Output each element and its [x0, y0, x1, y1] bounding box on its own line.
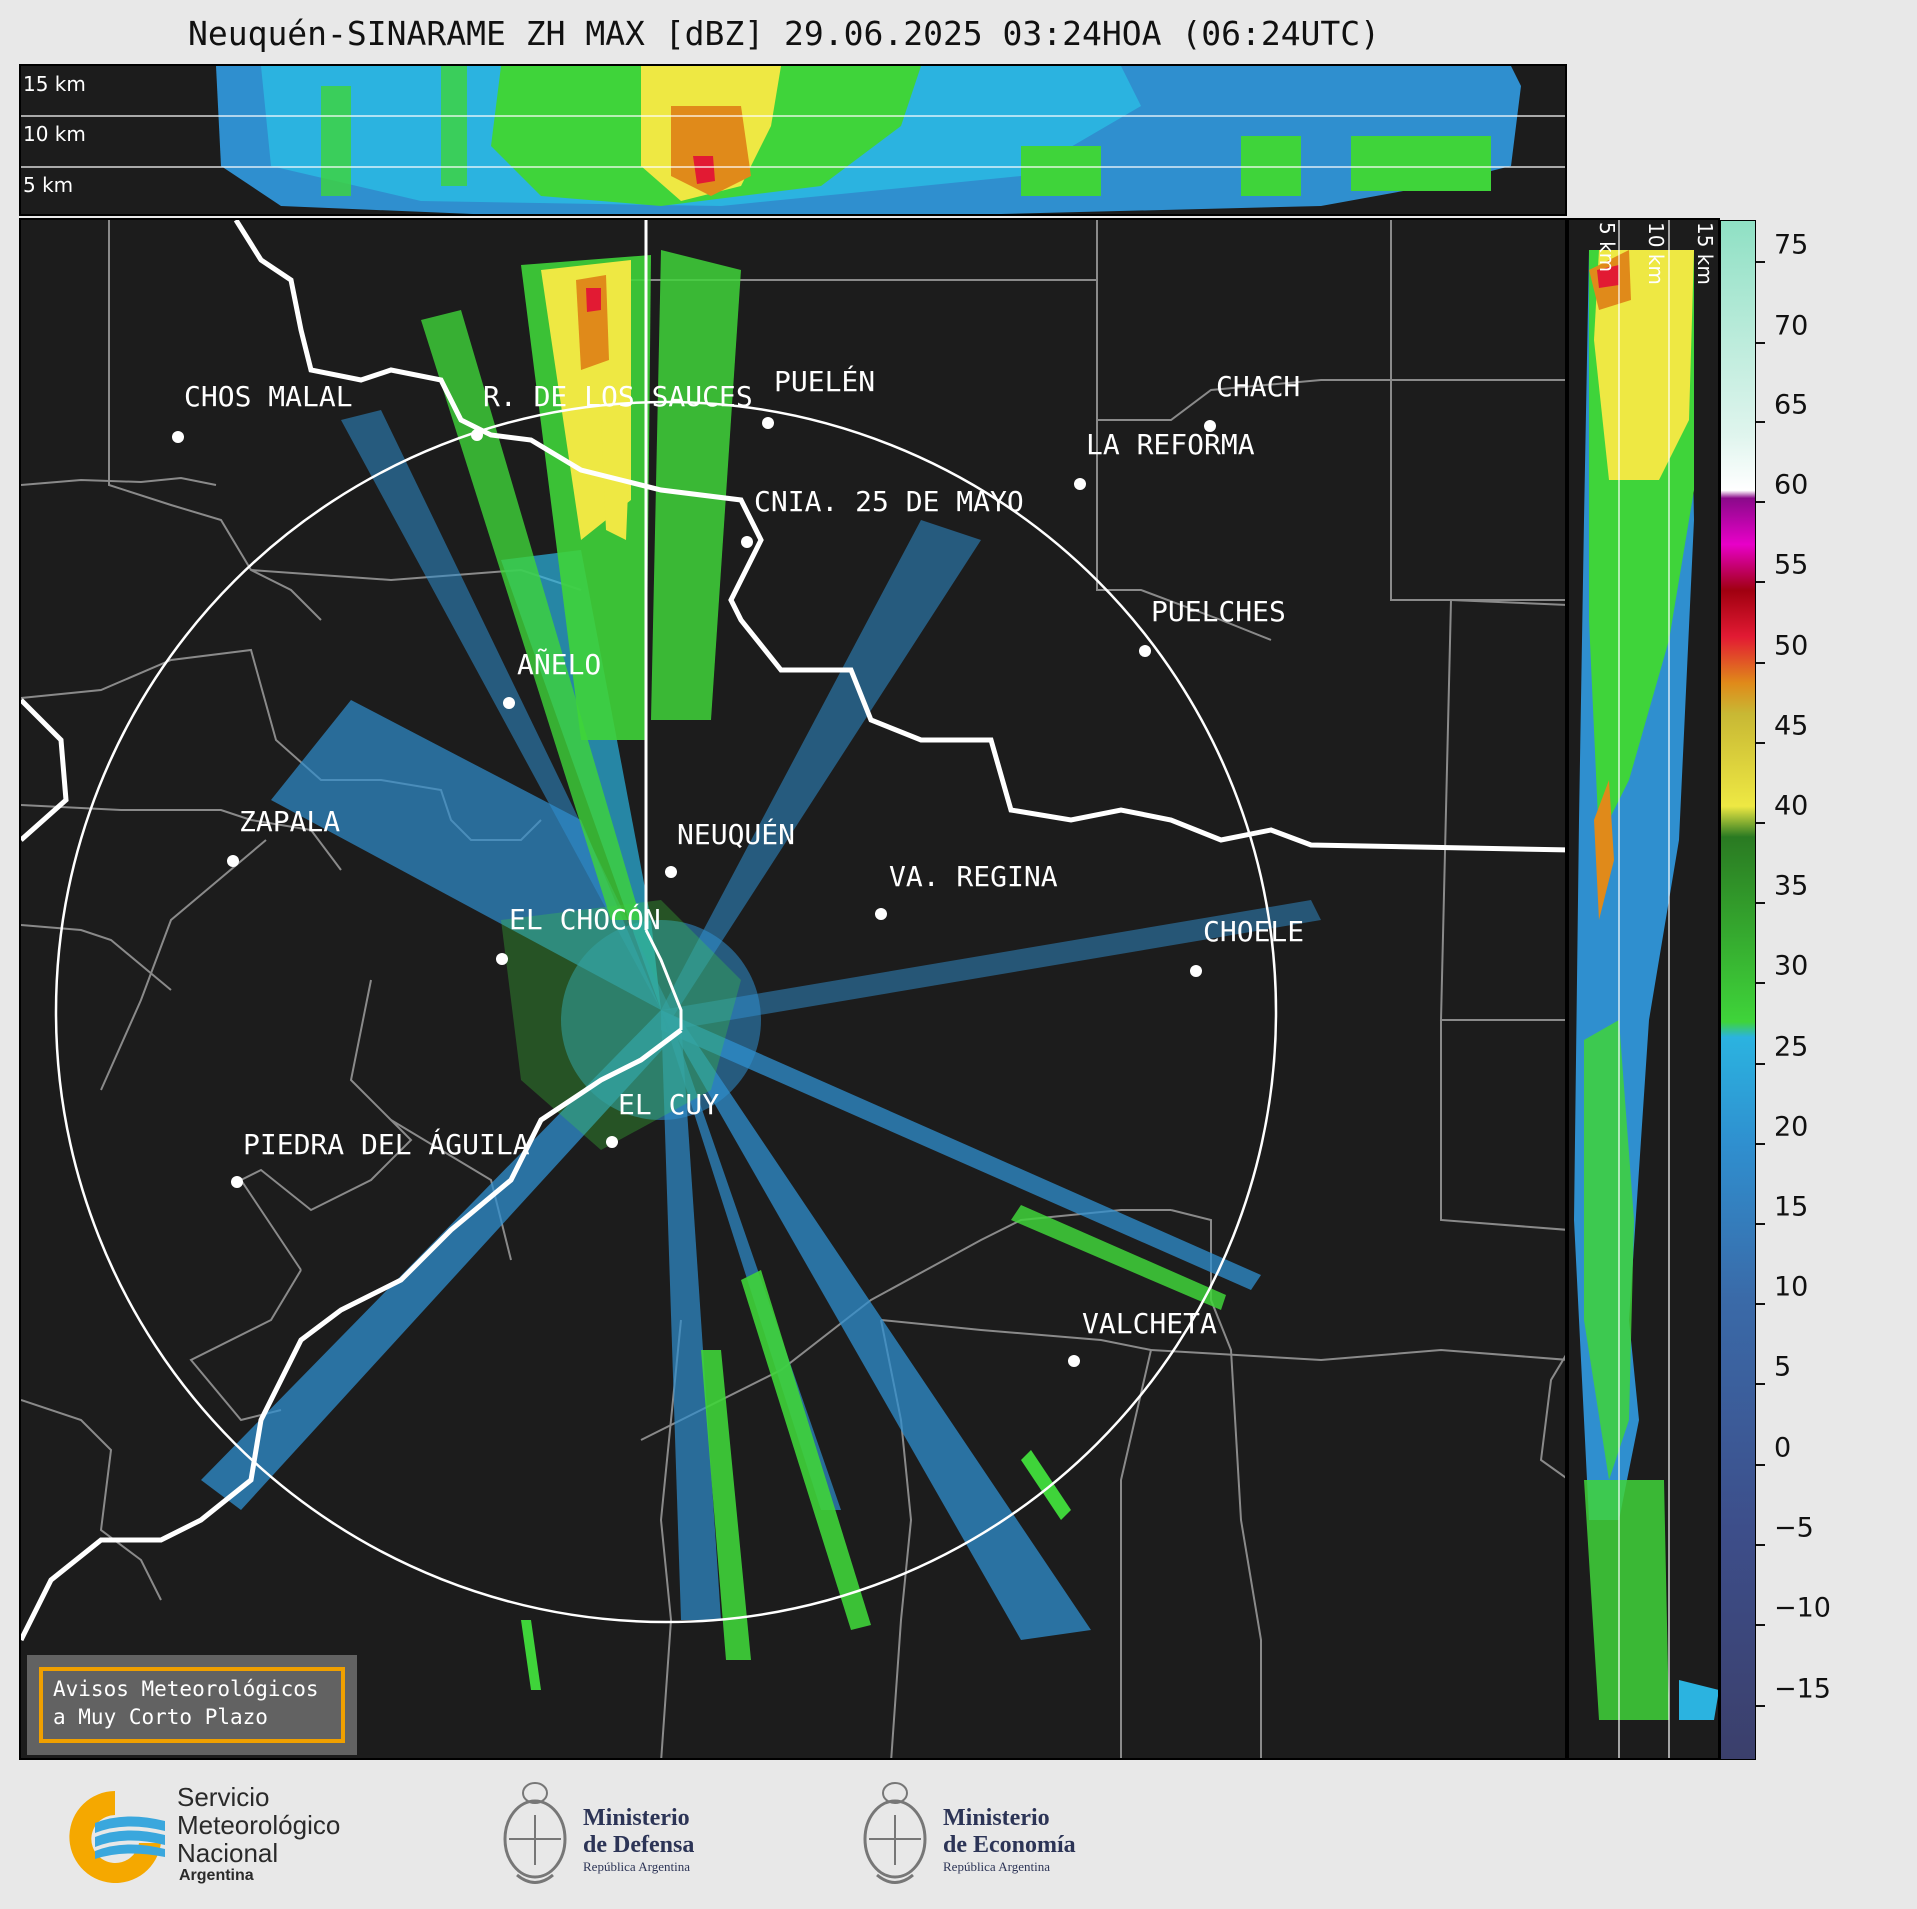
side-alt-5km: 5 km — [1595, 222, 1619, 273]
city-rincon-de-los-sauces: R. DE LOS SAUCES — [483, 380, 753, 413]
reflectivity-colorbar — [1720, 220, 1756, 1760]
economia-line-2: de Economía — [943, 1832, 1076, 1858]
colorbar-tick: −15 — [1756, 1674, 1831, 1720]
colorbar-tick: 50 — [1756, 631, 1808, 677]
colorbar-tick: 5 — [1756, 1352, 1791, 1398]
colorbar-tick: 70 — [1756, 311, 1808, 357]
top-cross-section-plot — [21, 66, 1565, 214]
warning-box: Avisos Meteorológicos a Muy Corto Plazo — [27, 1655, 357, 1755]
colorbar-tick: −10 — [1756, 1593, 1831, 1639]
city-el-chocon: EL CHOCÓN — [509, 903, 661, 936]
smn-logo: Servicio Meteorológico Nacional Argentin… — [55, 1782, 395, 1884]
side-cross-section-plot — [1569, 220, 1718, 1758]
province-borders — [21, 220, 1565, 1642]
radar-map: CHOS MALAL R. DE LOS SAUCES PUELÉN CHACH… — [19, 218, 1567, 1760]
warning-line-2: a Muy Corto Plazo — [53, 1705, 268, 1729]
top-alt-10km: 10 km — [23, 122, 86, 146]
city-choele-choel: CHOELE — [1203, 915, 1305, 948]
colorbar-tick: 30 — [1756, 951, 1808, 997]
smn-line-4: Argentina — [179, 1867, 254, 1884]
coat-of-arms-icon — [503, 1782, 567, 1884]
city-villa-regina: VA. REGINA — [889, 860, 1058, 893]
top-cross-section: 15 km 10 km 5 km — [19, 64, 1567, 216]
city-neuquen: NEUQUÉN — [677, 818, 796, 851]
city-anelo: AÑELO — [517, 648, 602, 681]
city-puelches: PUELCHES — [1151, 595, 1286, 628]
defensa-line-1: Ministerio — [583, 1805, 690, 1831]
colorbar-tick: 35 — [1756, 871, 1808, 917]
city-chos-malal: CHOS MALAL — [184, 380, 353, 413]
city-el-cuy: EL CUY — [618, 1088, 720, 1121]
map-title: Neuquén-SINARAME ZH MAX [dBZ] 29.06.2025… — [187, 14, 1381, 53]
colorbar-tick: 20 — [1756, 1112, 1808, 1158]
colorbar-gradient — [1721, 221, 1755, 1759]
top-alt-5km: 5 km — [23, 173, 74, 197]
city-valcheta: VALCHETA — [1082, 1307, 1217, 1340]
ministerio-defensa-logo: Ministerio de Defensa República Argentin… — [495, 1775, 775, 1895]
city-colonia-25-de-mayo: CNIA. 25 DE MAYO — [754, 485, 1024, 518]
smn-line-1: Servicio — [177, 1782, 270, 1812]
colorbar-tick: 25 — [1756, 1032, 1808, 1078]
radar-map-canvas — [21, 220, 1565, 1758]
colorbar-tick: −5 — [1756, 1513, 1814, 1559]
range-ring — [54, 400, 1278, 1624]
colorbar-tick: 60 — [1756, 470, 1808, 516]
radar-echoes — [201, 250, 1321, 1690]
colorbar-tick: 65 — [1756, 390, 1808, 436]
smn-line-2: Meteorológico — [177, 1810, 341, 1840]
colorbar-tick: 0 — [1756, 1433, 1791, 1479]
warning-line-1: Avisos Meteorológicos — [53, 1677, 319, 1701]
economia-line-1: Ministerio — [943, 1805, 1050, 1831]
colorbar-tick: 15 — [1756, 1192, 1808, 1238]
coat-of-arms-icon — [863, 1782, 927, 1884]
city-la-reforma: LA REFORMA — [1086, 428, 1255, 461]
smn-line-3: Nacional — [177, 1838, 279, 1868]
smn-emblem-icon — [69, 1791, 165, 1883]
ministerio-economia-logo: Ministerio de Economía República Argenti… — [855, 1775, 1155, 1895]
colorbar-tick: 75 — [1756, 230, 1808, 276]
city-chacharramendi: CHACH — [1216, 370, 1301, 403]
colorbar-tick: 55 — [1756, 550, 1808, 596]
colorbar-tick: 10 — [1756, 1272, 1808, 1318]
city-markers — [172, 417, 1216, 1367]
side-alt-15km: 15 km — [1693, 222, 1717, 285]
side-cross-section: 5 km 10 km 15 km — [1567, 218, 1720, 1760]
top-alt-15km: 15 km — [23, 72, 86, 96]
economia-line-3: República Argentina — [943, 1859, 1050, 1874]
city-puelen: PUELÉN — [774, 365, 876, 398]
side-alt-10km: 10 km — [1644, 222, 1668, 285]
city-piedra-del-aguila: PIEDRA DEL ÁGUILA — [243, 1128, 530, 1161]
colorbar-tick: 40 — [1756, 791, 1808, 837]
defensa-line-3: República Argentina — [583, 1859, 690, 1874]
department-boundaries — [21, 220, 1565, 1758]
colorbar-tick: 45 — [1756, 711, 1808, 757]
defensa-line-2: de Defensa — [583, 1832, 695, 1858]
city-zapala: ZAPALA — [239, 805, 341, 838]
warning-box-frame: Avisos Meteorológicos a Muy Corto Plazo — [39, 1667, 345, 1743]
